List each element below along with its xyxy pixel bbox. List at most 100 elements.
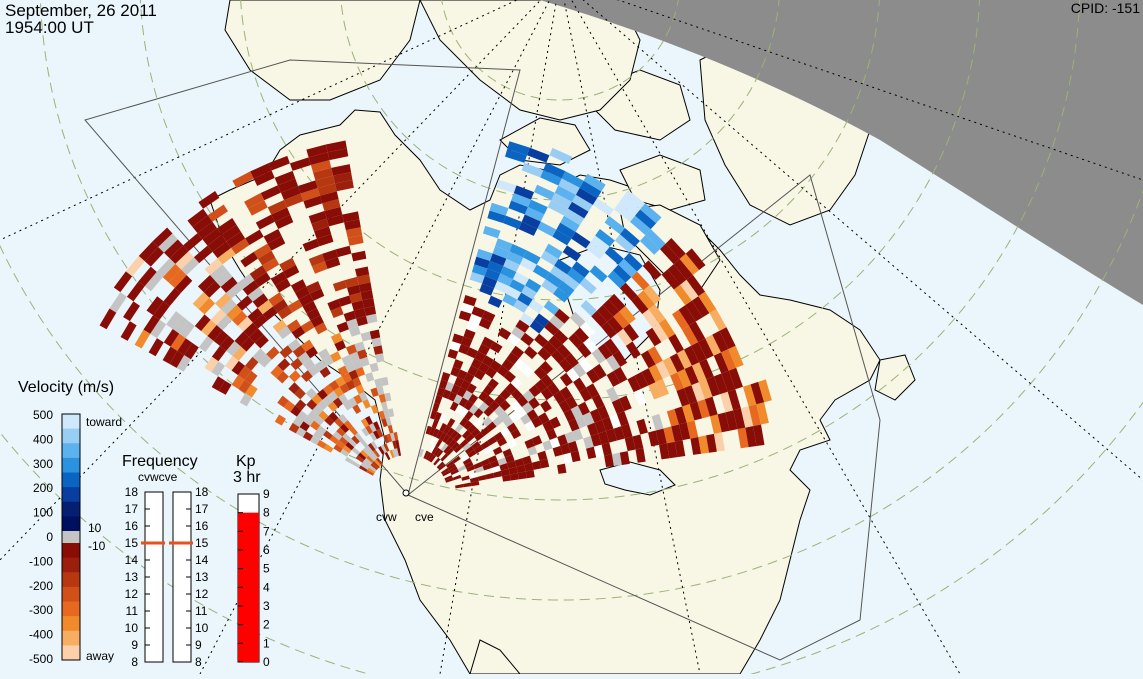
velocity-cell (572, 428, 584, 441)
velocity-cell (197, 221, 218, 240)
velocity-cell (319, 366, 331, 378)
velocity-cell (290, 357, 303, 371)
velocity-tick-label: -100 (29, 554, 53, 568)
velocity-cell (373, 459, 382, 467)
velocity-cell (462, 390, 473, 401)
velocity-cell (527, 445, 538, 456)
velocity-cell (198, 335, 214, 353)
velocity-cell (539, 360, 553, 375)
velocity-cell (483, 445, 493, 454)
kp-tick-label: 6 (263, 543, 270, 557)
velocity-cell (554, 258, 572, 275)
velocity-cell (346, 318, 359, 330)
velocity-cell (323, 430, 333, 440)
velocity-cell (699, 358, 714, 380)
velocity-cell (456, 387, 467, 398)
velocity-cell (545, 272, 563, 288)
velocity-cell (468, 404, 479, 415)
velocity-color-swatch (62, 586, 80, 602)
kp-tick-label: 5 (263, 562, 270, 576)
velocity-cell (311, 261, 328, 274)
velocity-cell (288, 382, 301, 395)
velocity-cell (120, 321, 137, 341)
velocity-cell (529, 319, 545, 334)
velocity-cell (262, 306, 278, 321)
velocity-cell (546, 428, 558, 441)
velocity-cell (286, 319, 301, 333)
velocity-cell (658, 318, 676, 338)
velocity-cell (330, 306, 344, 319)
velocity-cell (342, 400, 353, 411)
velocity-tick-label: 0 (46, 530, 53, 544)
velocity-cell (698, 435, 710, 454)
velocity-cell (531, 416, 543, 428)
velocity-cell (345, 379, 356, 391)
velocity-cell (394, 448, 399, 457)
velocity-cell (322, 395, 333, 406)
velocity-cell (240, 337, 255, 352)
velocity-cell (260, 185, 281, 201)
velocity-cell (306, 144, 328, 158)
velocity-cell (640, 203, 662, 224)
velocity-cell (242, 280, 259, 296)
velocity-cell (540, 170, 562, 186)
velocity-color-swatch (62, 443, 80, 459)
velocity-cell (505, 286, 522, 300)
velocity-cell (447, 418, 456, 428)
velocity-cell (134, 329, 151, 349)
velocity-cell (337, 365, 349, 377)
velocity-cell (144, 271, 163, 292)
velocity-cell (564, 353, 579, 368)
velocity-colorbar-frame (61, 413, 81, 661)
velocity-cell (378, 393, 387, 403)
velocity-cell (597, 405, 610, 420)
velocity-cell (302, 238, 320, 252)
velocity-cell (563, 409, 576, 423)
cve-field-of-view (407, 174, 881, 661)
velocity-cell (303, 195, 323, 209)
velocity-cell (239, 393, 252, 407)
velocity-cell (509, 473, 519, 481)
velocity-cell (368, 465, 377, 472)
velocity-cell (562, 452, 573, 464)
velocity-cell (425, 451, 432, 461)
velocity-cell (698, 338, 714, 359)
velocity-cell (641, 368, 656, 386)
velocity-cell (553, 329, 569, 345)
velocity-cell (143, 315, 160, 334)
velocity-color-swatch (62, 601, 80, 617)
velocity-cell (267, 200, 288, 215)
velocity-cell (328, 411, 339, 422)
velocity-cell (500, 427, 511, 438)
velocity-cell (341, 372, 352, 384)
velocity-color-swatch (62, 630, 80, 646)
velocity-cell (300, 320, 315, 333)
velocity-cell (609, 413, 622, 429)
velocity-cell (123, 301, 140, 322)
velocity-cell (485, 366, 497, 379)
velocity-cell (613, 203, 636, 222)
velocity-cell (231, 375, 245, 390)
velocity-cell (359, 356, 370, 367)
velocity-cell (447, 348, 459, 360)
velocity-cell (374, 378, 383, 388)
velocity-cell (482, 416, 493, 427)
velocity-cell (373, 345, 383, 355)
velocity-cell (369, 329, 381, 340)
velocity-cell (376, 385, 385, 396)
velocity-cell (433, 457, 441, 466)
velocity-cell (247, 200, 268, 216)
velocity-cell (595, 228, 615, 247)
velocity-cell (433, 447, 441, 457)
velocity-cell (481, 310, 496, 323)
velocity-cell (591, 310, 608, 328)
velocity-cell (478, 362, 490, 374)
velocity-cell (322, 384, 334, 396)
velocity-cell (474, 369, 486, 381)
velocity-cell (488, 455, 498, 464)
velocity-cell (434, 459, 443, 468)
velocity-cell (463, 328, 476, 340)
velocity-cell (357, 349, 368, 360)
velocity-cell (442, 434, 451, 444)
frequency-tick-right: 12 (195, 587, 209, 601)
